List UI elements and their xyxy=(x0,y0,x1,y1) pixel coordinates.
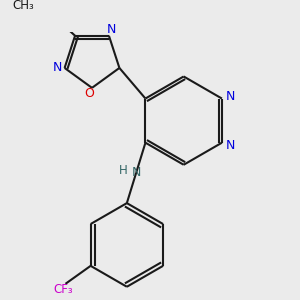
Text: N: N xyxy=(106,23,116,36)
Text: N: N xyxy=(226,90,235,103)
Text: N: N xyxy=(131,167,141,179)
Text: H: H xyxy=(119,164,128,177)
Text: O: O xyxy=(85,87,94,101)
Text: CF₃: CF₃ xyxy=(53,283,73,296)
Text: N: N xyxy=(226,139,235,152)
Text: N: N xyxy=(52,61,62,74)
Text: CH₃: CH₃ xyxy=(12,0,34,12)
